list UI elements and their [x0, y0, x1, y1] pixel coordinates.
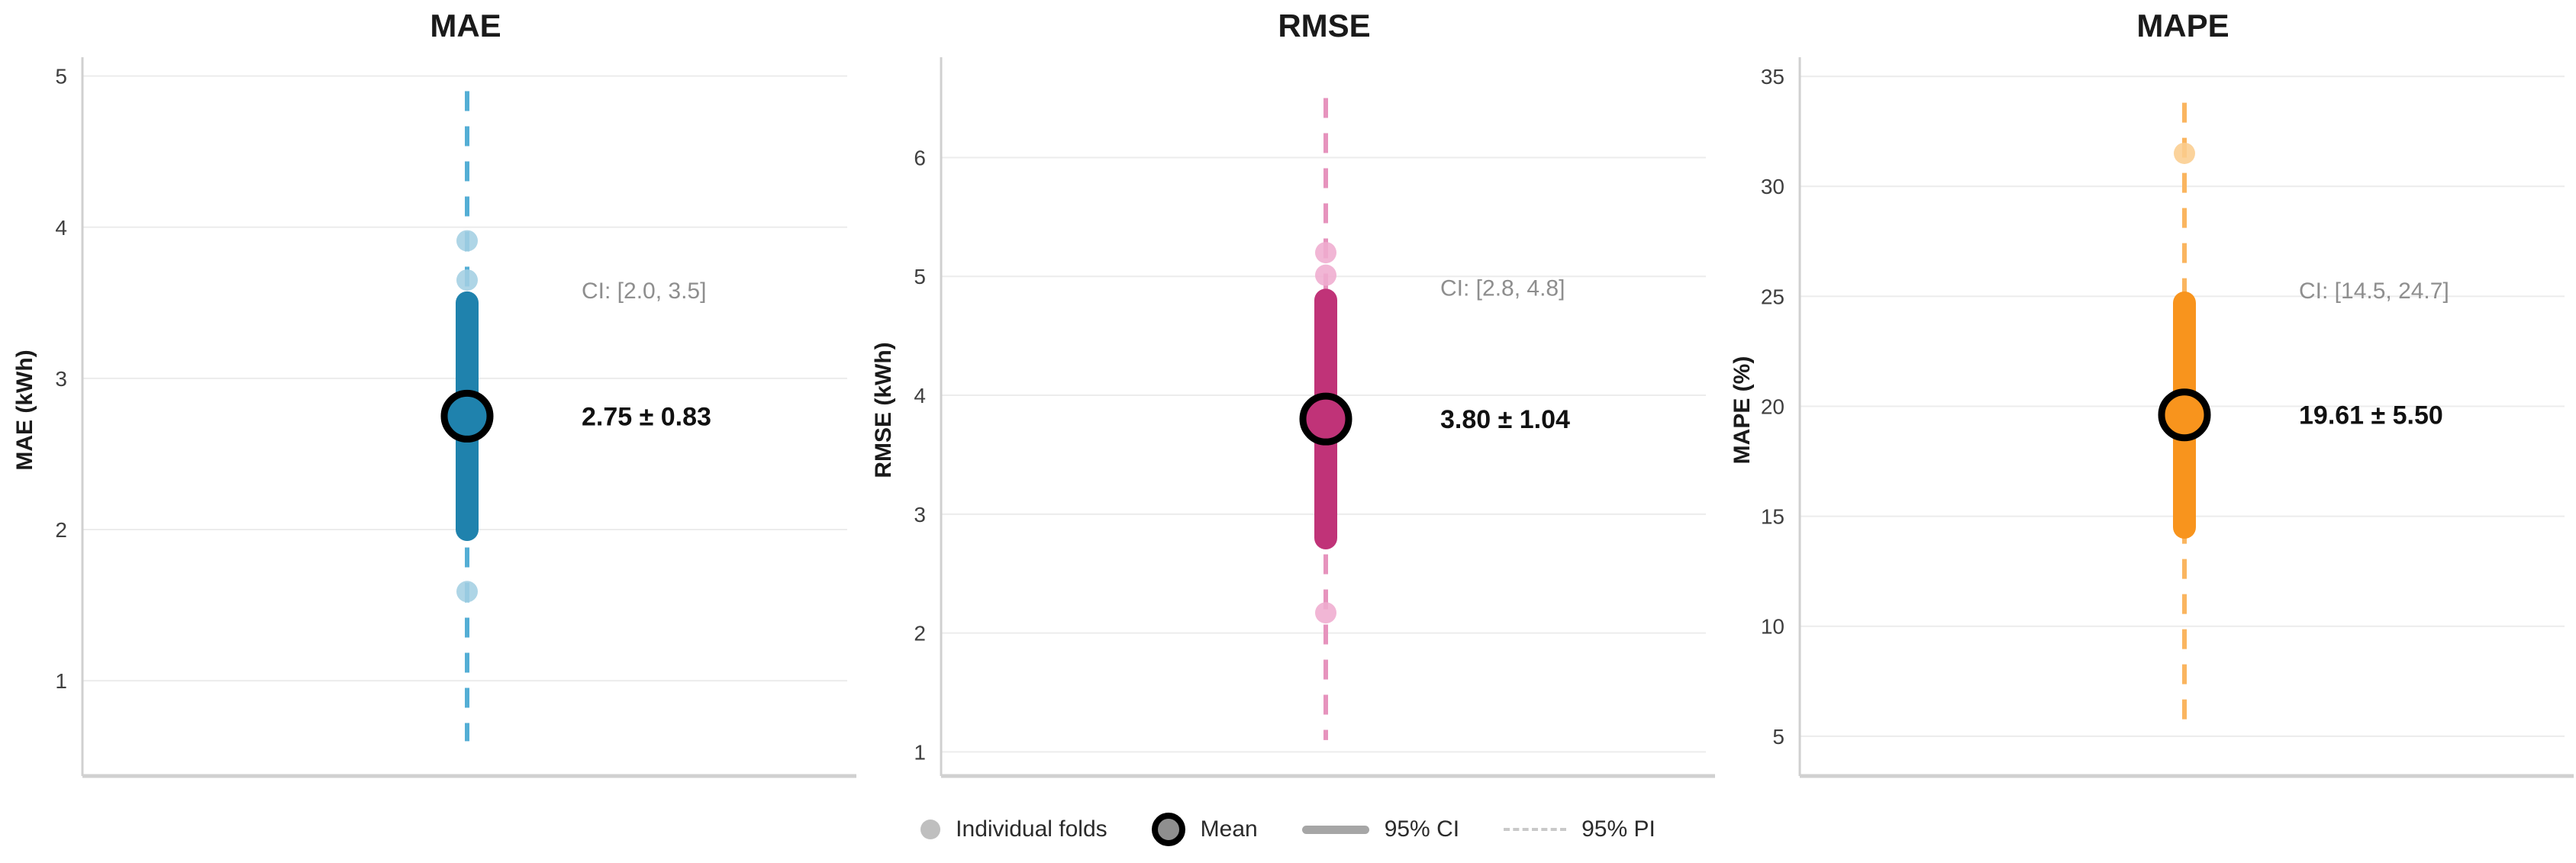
panel-mae: 1 2 3 4 5 MAE MAE (kWh) CI: [2.0, 3.5] 2.75 ± 0.… — [12, 8, 856, 778]
panel-rmse: 1 2 3 4 5 6 RMSE RMSE (kWh) CI: [2.8, 4.8] 3.80 ±… — [871, 8, 1715, 778]
y-tick-label: 1 — [55, 669, 67, 693]
y-tick-label: 15 — [1761, 505, 1785, 529]
y-tick-label: 4 — [55, 216, 67, 240]
individual-fold-dot-icon — [920, 820, 941, 839]
panel-mape: 5 10 15 20 25 30 35 MAPE MAPE (%) CI: [14.5, 24.7… — [1730, 8, 2574, 778]
y-axis-label: RMSE (kWh) — [871, 342, 896, 478]
y-tick-label: 35 — [1761, 65, 1785, 89]
panel-title: MAPE — [2136, 8, 2229, 43]
ci-annotation: CI: [2.0, 3.5] — [582, 279, 706, 304]
y-axis-label: MAE (kWh) — [12, 349, 37, 470]
fold-point — [1315, 264, 1336, 286]
fold-point — [456, 581, 478, 603]
mean-marker — [440, 389, 494, 443]
y-tick-label: 5 — [55, 65, 67, 89]
y-tick-label: 5 — [1772, 725, 1785, 749]
legend-item-mean: Mean — [1151, 813, 1258, 846]
legend: Individual folds Mean 95% CI 95% PI — [0, 803, 2576, 856]
y-tick-label: 30 — [1761, 175, 1785, 198]
ci-annotation: CI: [14.5, 24.7] — [2299, 279, 2449, 304]
legend-label-individual-folds: Individual folds — [956, 816, 1107, 842]
y-tick-label: 3 — [914, 503, 926, 526]
panel-title: RMSE — [1278, 8, 1370, 43]
legend-item-pi: 95% PI — [1504, 816, 1656, 842]
y-tick-label: 1 — [914, 740, 926, 764]
y-tick-label: 20 — [1761, 394, 1785, 418]
y-tick-label: 10 — [1761, 615, 1785, 639]
fold-point — [1315, 242, 1336, 264]
ci-annotation: CI: [2.8, 4.8] — [1440, 275, 1565, 301]
y-axis-label: MAPE (%) — [1730, 356, 1755, 465]
y-tick-label: 5 — [914, 265, 926, 288]
y-tick-label: 3 — [55, 367, 67, 391]
ci-line-icon — [1301, 825, 1369, 834]
mean-marker — [1299, 392, 1352, 446]
mean-annotation: 3.80 ± 1.04 — [1440, 405, 1570, 434]
legend-label-pi: 95% PI — [1581, 816, 1656, 842]
fold-point — [1315, 602, 1336, 624]
y-tick-label: 2 — [914, 622, 926, 646]
legend-item-individual-folds: Individual folds — [920, 816, 1107, 842]
pi-dashed-line-icon — [1504, 828, 1567, 831]
fold-point — [456, 269, 478, 291]
mean-annotation: 19.61 ± 5.50 — [2299, 401, 2443, 430]
y-tick-label: 2 — [55, 518, 67, 542]
panel-title: MAE — [430, 8, 501, 43]
fold-point — [456, 230, 478, 252]
mean-dot-icon — [1151, 813, 1185, 846]
legend-label-mean: Mean — [1200, 816, 1258, 842]
legend-item-ci: 95% CI — [1301, 816, 1460, 842]
y-tick-label: 25 — [1761, 285, 1785, 308]
y-tick-label: 6 — [914, 146, 926, 169]
legend-label-ci: 95% CI — [1384, 816, 1460, 842]
y-tick-label: 4 — [914, 384, 926, 407]
mean-marker — [2158, 388, 2211, 442]
mean-annotation: 2.75 ± 0.83 — [582, 402, 711, 431]
fold-point — [2174, 142, 2195, 164]
